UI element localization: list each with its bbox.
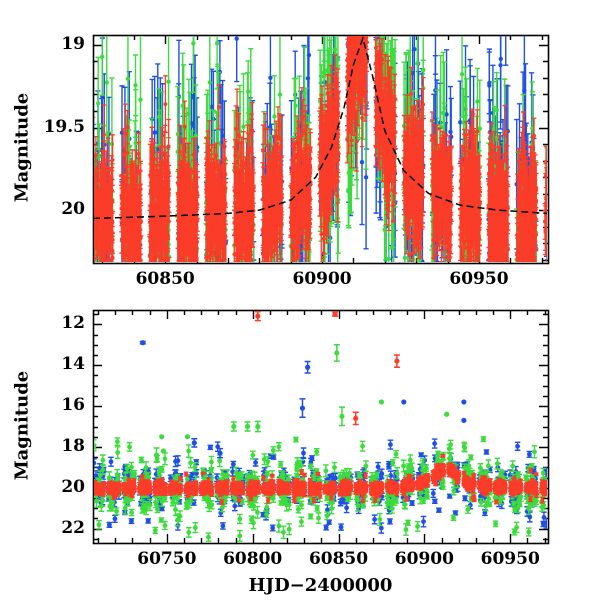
top-panel-x-tick-label: 60900 [292,269,352,289]
bottom-panel-x-tick-label: 60850 [308,549,369,569]
bottom-panel-x-tick-label: 60800 [223,549,283,569]
top-panel-y-tick-label: 19.5 [43,116,85,137]
bottom-panel-y-tick-label: 12 [61,313,85,334]
bottom-panel-x-axis-title: HJD−2400000 [248,575,393,596]
bottom-panel-x-tick-label: 60900 [394,549,454,569]
top-panel-y-tick-label: 20 [61,199,85,220]
bottom-panel-x-tick-label: 60750 [137,549,197,569]
top-panel-y-axis-title: Magnitude [11,92,33,203]
bottom-panel-y-tick-label: 22 [61,517,85,538]
top-panel-x-tick-label: 60850 [135,269,195,289]
bottom-panel-x-tick-label: 60950 [480,549,540,569]
bottom-panel-y-axis-title: Magnitude [11,370,33,480]
top-panel-x-tick-label: 60950 [449,269,509,289]
bottom-panel-y-tick-label: 16 [61,395,85,416]
bottom-panel-y-tick-label: 14 [61,354,85,375]
bottom-panel-y-tick-label: 20 [61,476,85,497]
top-panel-y-tick-label: 19 [61,33,85,54]
bottom-panel-y-tick-label: 18 [61,435,85,456]
